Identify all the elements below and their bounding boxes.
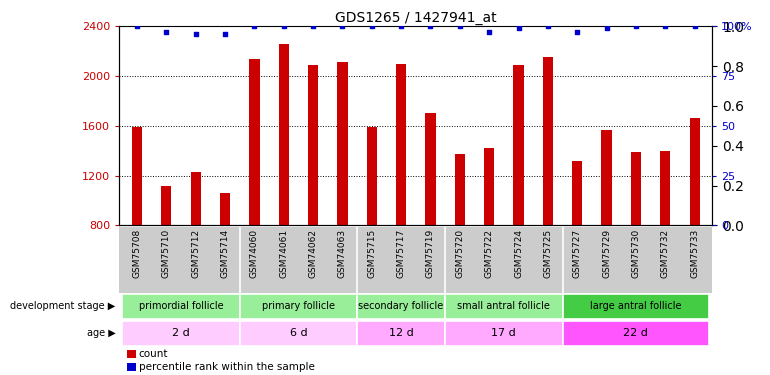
Bar <box>689 118 700 225</box>
Text: large antral follicle: large antral follicle <box>590 302 681 311</box>
Text: GSM75720: GSM75720 <box>455 229 464 278</box>
Point <box>659 23 671 29</box>
Text: small antral follicle: small antral follicle <box>457 302 551 311</box>
Point <box>571 29 584 35</box>
Bar <box>543 57 553 225</box>
Bar <box>631 152 641 225</box>
Text: 17 d: 17 d <box>491 328 516 338</box>
Bar <box>445 321 563 345</box>
Text: development stage ▶: development stage ▶ <box>10 302 115 311</box>
Text: age ▶: age ▶ <box>87 328 116 338</box>
Point <box>336 23 349 29</box>
Text: percentile rank within the sample: percentile rank within the sample <box>139 362 314 372</box>
Text: secondary follicle: secondary follicle <box>359 302 444 311</box>
Bar <box>337 62 347 225</box>
Text: GSM75729: GSM75729 <box>602 229 611 278</box>
Text: GSM75724: GSM75724 <box>514 229 523 278</box>
Text: GSM74063: GSM74063 <box>338 229 347 278</box>
Bar <box>601 129 611 225</box>
Text: 6 d: 6 d <box>290 328 307 338</box>
Bar <box>514 65 524 225</box>
Text: GSM75712: GSM75712 <box>191 229 200 278</box>
Text: GSM75715: GSM75715 <box>367 229 377 279</box>
Text: GSM74060: GSM74060 <box>250 229 259 278</box>
Bar <box>396 64 407 225</box>
Bar <box>357 321 445 345</box>
Point <box>219 31 231 37</box>
Text: GSM75732: GSM75732 <box>661 229 670 278</box>
Bar <box>122 294 239 318</box>
Bar <box>161 186 172 225</box>
Bar <box>357 294 445 318</box>
Point <box>688 23 701 29</box>
Text: primordial follicle: primordial follicle <box>139 302 223 311</box>
Text: count: count <box>139 349 168 359</box>
Text: GSM74062: GSM74062 <box>309 229 317 278</box>
Point <box>277 23 290 29</box>
Point <box>160 29 172 35</box>
Bar <box>660 151 671 225</box>
Point <box>395 23 407 29</box>
Text: GSM75710: GSM75710 <box>162 229 171 279</box>
Point <box>601 25 613 31</box>
Text: GSM75717: GSM75717 <box>397 229 406 279</box>
Point <box>131 23 143 29</box>
Bar <box>239 294 357 318</box>
Bar <box>484 148 494 225</box>
Text: GSM75714: GSM75714 <box>220 229 229 278</box>
Point <box>483 29 495 35</box>
Point <box>248 23 260 29</box>
Bar <box>132 127 142 225</box>
Bar <box>445 294 563 318</box>
Text: GSM75708: GSM75708 <box>132 229 142 279</box>
Text: 2 d: 2 d <box>172 328 190 338</box>
Bar <box>563 294 709 318</box>
Bar <box>308 65 318 225</box>
Bar <box>190 172 201 225</box>
Point <box>454 23 466 29</box>
Text: GSM75727: GSM75727 <box>573 229 581 278</box>
Bar <box>563 321 709 345</box>
Bar <box>239 321 357 345</box>
Bar <box>220 193 230 225</box>
Text: GSM75730: GSM75730 <box>631 229 641 279</box>
Text: 22 d: 22 d <box>624 328 648 338</box>
Point <box>542 23 554 29</box>
Bar <box>367 127 377 225</box>
Bar <box>425 113 436 225</box>
Bar <box>249 58 259 225</box>
Bar <box>279 44 289 225</box>
Point <box>630 23 642 29</box>
Bar <box>572 160 582 225</box>
Bar <box>122 321 239 345</box>
Bar <box>455 154 465 225</box>
Title: GDS1265 / 1427941_at: GDS1265 / 1427941_at <box>335 11 497 25</box>
Text: GSM75722: GSM75722 <box>484 229 494 278</box>
Text: 12 d: 12 d <box>389 328 413 338</box>
Text: GSM74061: GSM74061 <box>280 229 288 278</box>
Point <box>307 23 320 29</box>
Point <box>424 23 437 29</box>
Point <box>512 25 524 31</box>
Point <box>366 23 378 29</box>
Text: GSM75733: GSM75733 <box>690 229 699 279</box>
Text: primary follicle: primary follicle <box>262 302 335 311</box>
Text: GSM75719: GSM75719 <box>426 229 435 279</box>
Text: GSM75725: GSM75725 <box>544 229 552 278</box>
Point <box>189 31 202 37</box>
